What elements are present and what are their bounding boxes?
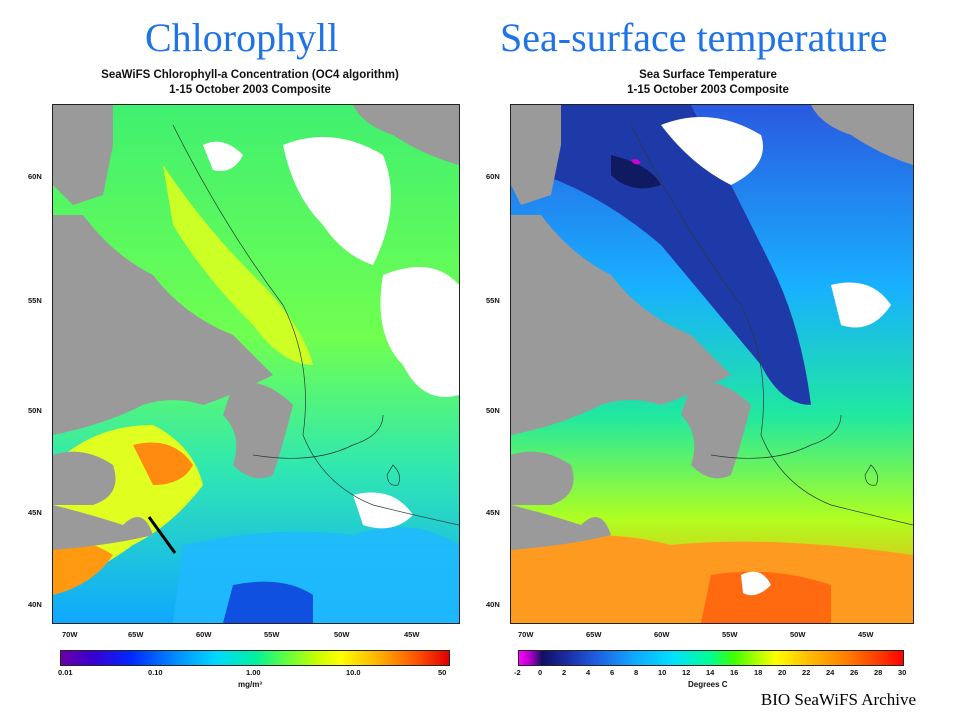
sst-map-caption: Sea Surface Temperature 1-15 October 200… bbox=[498, 68, 918, 98]
lon-label: 70W bbox=[62, 630, 78, 639]
colorbar-tick: 14 bbox=[706, 668, 715, 677]
lat-label: 45N bbox=[28, 508, 42, 517]
cloud-patch bbox=[283, 137, 391, 265]
chlorophyll-map-graphic bbox=[53, 105, 459, 623]
sst-colorbar bbox=[518, 650, 904, 666]
land-labrador-north bbox=[511, 105, 561, 205]
transect-line bbox=[147, 516, 177, 554]
cloud-patch bbox=[741, 571, 771, 596]
colorbar-tick: 30 bbox=[898, 668, 907, 677]
lon-label: 50W bbox=[334, 630, 350, 639]
cloud-patch bbox=[380, 267, 459, 397]
sst-map-title: Sea Surface Temperature bbox=[639, 69, 777, 81]
chlorophyll-map bbox=[52, 104, 460, 624]
shelf-contour bbox=[386, 464, 400, 486]
colorbar-tick: 12 bbox=[682, 668, 691, 677]
lat-label: 40N bbox=[486, 600, 500, 609]
land-maine bbox=[511, 505, 611, 550]
lat-label: 45N bbox=[486, 508, 500, 517]
lon-label: 55W bbox=[264, 630, 280, 639]
colorbar-tick: 2 bbox=[562, 668, 567, 677]
sst-map bbox=[510, 104, 914, 624]
colorbar-tick: 8 bbox=[634, 668, 639, 677]
high-chl-patch bbox=[133, 442, 193, 485]
cloud-patch bbox=[831, 282, 891, 328]
cloud-patch bbox=[661, 117, 763, 185]
land-labrador bbox=[511, 215, 731, 435]
land-labrador bbox=[53, 215, 273, 435]
sst-map-period: 1-15 October 2003 Composite bbox=[627, 84, 789, 96]
sst-colorbar-unit: Degrees C bbox=[688, 680, 728, 689]
colorbar-tick: 18 bbox=[754, 668, 763, 677]
cold-current bbox=[511, 105, 811, 405]
colorbar-tick: -2 bbox=[514, 668, 521, 677]
colorbar-tick: 0.01 bbox=[58, 668, 73, 677]
deep-blue-patch bbox=[223, 581, 313, 623]
lon-label: 45W bbox=[404, 630, 420, 639]
shelf-contour bbox=[710, 414, 842, 459]
colorbar-tick: 10.0 bbox=[346, 668, 361, 677]
land-newfoundland bbox=[681, 382, 751, 479]
colorbar-tick: 4 bbox=[586, 668, 591, 677]
lat-label: 60N bbox=[486, 172, 500, 181]
shelf-contour bbox=[630, 124, 913, 526]
cloud-patch bbox=[203, 141, 243, 171]
lat-label: 50N bbox=[28, 406, 42, 415]
land-nova-scotia bbox=[53, 451, 116, 505]
lon-label: 60W bbox=[196, 630, 212, 639]
lon-label: 60W bbox=[654, 630, 670, 639]
shelf-contour bbox=[172, 124, 459, 526]
shelf-contour bbox=[864, 464, 878, 486]
lon-label: 65W bbox=[586, 630, 602, 639]
lon-label: 65W bbox=[128, 630, 144, 639]
colorbar-tick: 24 bbox=[826, 668, 835, 677]
coldest-patch bbox=[611, 155, 661, 189]
lon-label: 50W bbox=[790, 630, 806, 639]
credit-label: BIO SeaWiFS Archive bbox=[760, 690, 916, 709]
colorbar-tick: 22 bbox=[802, 668, 811, 677]
subzero-patch bbox=[631, 159, 641, 165]
chlorophyll-map-period: 1-15 October 2003 Composite bbox=[169, 84, 331, 96]
chlorophyll-colorbar-unit: mg/m³ bbox=[238, 680, 262, 689]
lon-label: 45W bbox=[858, 630, 874, 639]
sst-map-graphic bbox=[511, 105, 913, 623]
colorbar-tick: 10 bbox=[658, 668, 667, 677]
coastal-band bbox=[163, 165, 313, 365]
chlorophyll-map-title: SeaWiFS Chlorophyll-a Concentration (OC4… bbox=[101, 69, 399, 81]
chlorophyll-colorbar bbox=[60, 650, 450, 666]
colorbar-tick: 6 bbox=[610, 668, 615, 677]
high-chl-patch bbox=[53, 541, 113, 595]
land-greenland bbox=[353, 105, 459, 165]
colorbar-tick: 50 bbox=[438, 668, 447, 677]
lon-label: 70W bbox=[518, 630, 534, 639]
sst-heading: Sea-surface temperature bbox=[500, 15, 888, 60]
lat-label: 55N bbox=[486, 296, 500, 305]
lat-label: 50N bbox=[486, 406, 500, 415]
colorbar-tick: 28 bbox=[874, 668, 883, 677]
land-maine bbox=[53, 505, 153, 550]
colorbar-tick: 16 bbox=[730, 668, 739, 677]
lat-label: 40N bbox=[28, 600, 42, 609]
colorbar-tick: 0 bbox=[538, 668, 543, 677]
colorbar-tick: 1.00 bbox=[246, 668, 261, 677]
lat-label: 60N bbox=[28, 172, 42, 181]
shelf-contour bbox=[252, 414, 384, 459]
colorbar-tick: 26 bbox=[850, 668, 859, 677]
warm-patch bbox=[701, 571, 831, 623]
chlorophyll-map-caption: SeaWiFS Chlorophyll-a Concentration (OC4… bbox=[40, 68, 460, 98]
colorbar-tick: 0.10 bbox=[148, 668, 163, 677]
lat-label: 55N bbox=[28, 296, 42, 305]
offshore-water bbox=[173, 527, 459, 623]
land-labrador-north bbox=[53, 105, 113, 205]
chlorophyll-heading: Chlorophyll bbox=[145, 15, 339, 60]
land-newfoundland bbox=[223, 382, 293, 479]
lon-label: 55W bbox=[722, 630, 738, 639]
cloud-patch bbox=[353, 492, 413, 529]
land-greenland bbox=[811, 105, 913, 165]
land-nova-scotia bbox=[511, 451, 574, 505]
colorbar-tick: 20 bbox=[778, 668, 787, 677]
